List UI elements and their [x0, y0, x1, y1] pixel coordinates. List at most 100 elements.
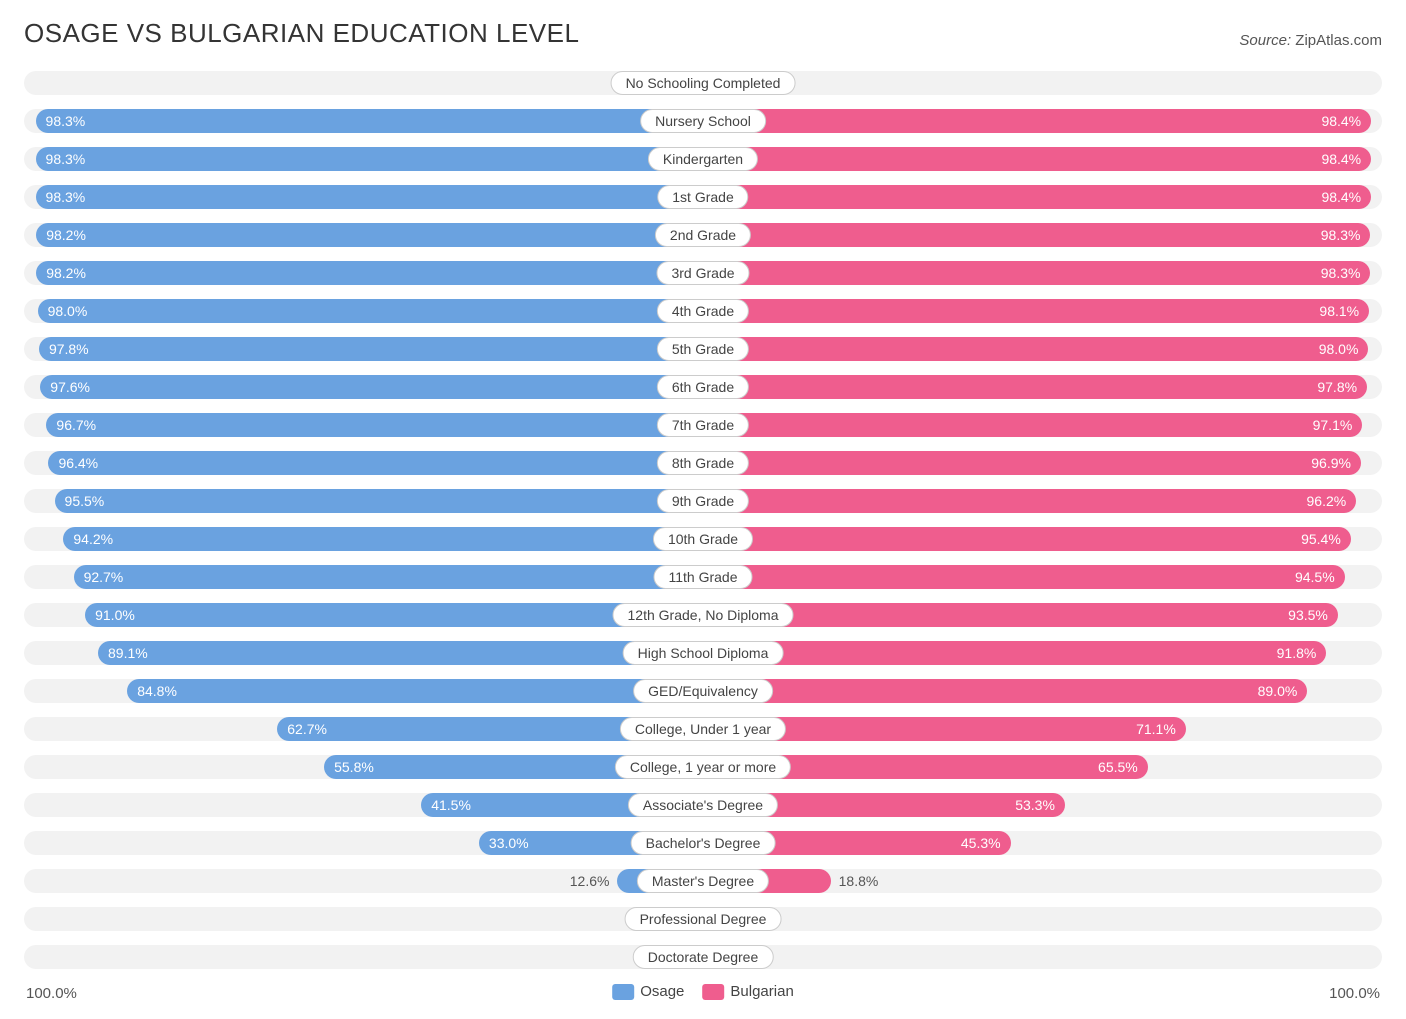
- chart-row: 62.7%71.1%College, Under 1 year: [24, 713, 1382, 745]
- bar-left-wrap: 41.5%: [24, 793, 703, 817]
- value-left: 95.5%: [55, 489, 115, 513]
- bar-right-wrap: 91.8%: [703, 641, 1382, 665]
- category-label: 7th Grade: [657, 413, 749, 437]
- category-label: Bachelor's Degree: [631, 831, 776, 855]
- legend-label-right: Bulgarian: [730, 983, 793, 1000]
- bar-right-wrap: 98.3%: [703, 223, 1382, 247]
- bar-left: [36, 147, 703, 171]
- bar-left: [98, 641, 703, 665]
- value-left: 98.0%: [38, 299, 98, 323]
- bar-right: [703, 451, 1361, 475]
- value-right: 98.3%: [1311, 261, 1371, 285]
- bar-left-wrap: 98.0%: [24, 299, 703, 323]
- bar-left-wrap: 95.5%: [24, 489, 703, 513]
- bar-right: [703, 527, 1351, 551]
- value-right: 98.1%: [1309, 299, 1369, 323]
- bar-left: [39, 337, 703, 361]
- bar-right-wrap: 98.4%: [703, 185, 1382, 209]
- category-label: 1st Grade: [657, 185, 748, 209]
- legend-swatch-right: [702, 984, 724, 1000]
- chart-row: 96.7% 97.1% 7th Grade: [24, 409, 1382, 441]
- value-right: 96.2%: [1297, 489, 1357, 513]
- category-label: Professional Degree: [625, 907, 782, 931]
- bar-left-wrap: 92.7%: [24, 565, 703, 589]
- chart-row: 98.3%98.4%Nursery School: [24, 105, 1382, 137]
- bar-left-wrap: 33.0%: [24, 831, 703, 855]
- category-label: 8th Grade: [657, 451, 749, 475]
- chart-row: 55.8%65.5%College, 1 year or more: [24, 751, 1382, 783]
- bar-right-wrap: 2.4%: [703, 945, 1382, 969]
- chart-row: 97.8%98.0%5th Grade: [24, 333, 1382, 365]
- bar-left: [74, 565, 703, 589]
- value-right: 98.4%: [1311, 147, 1371, 171]
- chart-row: 91.0%93.5%12th Grade, No Diploma: [24, 599, 1382, 631]
- chart-row: 98.2%98.3%2nd Grade: [24, 219, 1382, 251]
- chart-row: 84.8% 89.0%GED/Equivalency: [24, 675, 1382, 707]
- bar-right-wrap: 98.3%: [703, 261, 1382, 285]
- bar-left: [55, 489, 703, 513]
- category-label: 4th Grade: [657, 299, 749, 323]
- category-label: No Schooling Completed: [611, 71, 796, 95]
- bar-left-wrap: 97.6%: [24, 375, 703, 399]
- bar-right-wrap: 89.0%: [703, 679, 1382, 703]
- value-right: 98.0%: [1309, 337, 1369, 361]
- bar-right-wrap: 97.8%: [703, 375, 1382, 399]
- bar-left-wrap: 55.8%: [24, 755, 703, 779]
- bar-right-wrap: 98.4%: [703, 109, 1382, 133]
- education-diverging-chart: OSAGE VS BULGARIAN EDUCATION LEVEL Sourc…: [0, 0, 1406, 975]
- value-right: 53.3%: [1005, 793, 1065, 817]
- bar-right-wrap: 45.3%: [703, 831, 1382, 855]
- value-left: 55.8%: [324, 755, 384, 779]
- bar-left-wrap: 96.7%: [24, 413, 703, 437]
- bar-left-wrap: 98.2%: [24, 223, 703, 247]
- chart-row: 96.4%96.9%8th Grade: [24, 447, 1382, 479]
- chart-row: 98.3%98.4%Kindergarten: [24, 143, 1382, 175]
- bar-right: [703, 261, 1370, 285]
- bar-left: [36, 261, 703, 285]
- bar-right-wrap: 95.4%: [703, 527, 1382, 551]
- value-left: 92.7%: [74, 565, 134, 589]
- bar-left: [127, 679, 703, 703]
- bar-left-wrap: 1.7%: [24, 945, 703, 969]
- value-left: 84.8%: [127, 679, 187, 703]
- value-left: 62.7%: [277, 717, 337, 741]
- value-right: 98.3%: [1311, 223, 1371, 247]
- bar-right: [703, 299, 1369, 323]
- value-left: 33.0%: [479, 831, 539, 855]
- bar-right-wrap: 98.1%: [703, 299, 1382, 323]
- category-label: GED/Equivalency: [633, 679, 773, 703]
- bar-left-wrap: 91.0%: [24, 603, 703, 627]
- category-label: 5th Grade: [657, 337, 749, 361]
- bar-right-wrap: 53.3%: [703, 793, 1382, 817]
- category-label: Nursery School: [640, 109, 766, 133]
- bar-left-wrap: 12.6%: [24, 869, 703, 893]
- value-right: 65.5%: [1088, 755, 1148, 779]
- chart-row: 94.2%95.4%10th Grade: [24, 523, 1382, 555]
- value-right: 94.5%: [1285, 565, 1345, 589]
- value-right: 97.1%: [1303, 413, 1363, 437]
- value-right: 91.8%: [1267, 641, 1327, 665]
- bar-right: [703, 603, 1338, 627]
- bar-right-wrap: 65.5%: [703, 755, 1382, 779]
- chart-row: 98.0% 98.1% 4th Grade: [24, 295, 1382, 327]
- value-left: 98.3%: [36, 185, 96, 209]
- axis-right-label: 100.0%: [1329, 985, 1380, 1002]
- value-left: 96.4%: [48, 451, 108, 475]
- source-label: Source:: [1239, 32, 1291, 49]
- bar-left: [36, 109, 703, 133]
- bar-left: [36, 223, 703, 247]
- category-label: High School Diploma: [623, 641, 784, 665]
- chart-row: 98.3% 98.4%1st Grade: [24, 181, 1382, 213]
- category-label: Kindergarten: [648, 147, 758, 171]
- bar-right: [703, 565, 1345, 589]
- value-left: 96.7%: [46, 413, 106, 437]
- value-left: 94.2%: [63, 527, 123, 551]
- category-label: Associate's Degree: [628, 793, 778, 817]
- bar-right-wrap: 93.5%: [703, 603, 1382, 627]
- chart-row: 89.1% 91.8% High School Diploma: [24, 637, 1382, 669]
- value-left: 89.1%: [98, 641, 158, 665]
- bar-right: [703, 641, 1326, 665]
- value-right: 95.4%: [1291, 527, 1351, 551]
- chart-row: 1.8%1.6%No Schooling Completed: [24, 67, 1382, 99]
- chart-source: Source: ZipAtlas.com: [1239, 32, 1382, 49]
